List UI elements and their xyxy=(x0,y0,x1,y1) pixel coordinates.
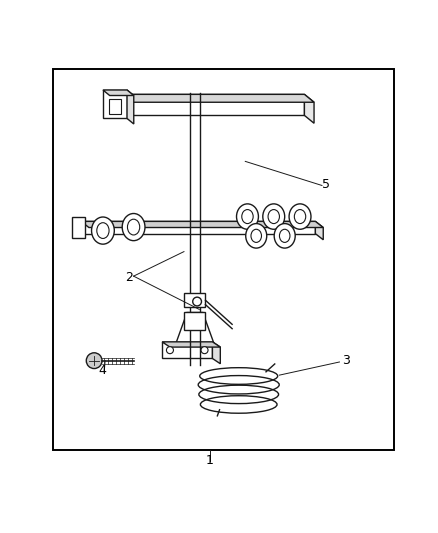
Ellipse shape xyxy=(294,209,306,223)
Text: 5: 5 xyxy=(322,177,330,191)
Ellipse shape xyxy=(242,209,253,223)
Ellipse shape xyxy=(274,223,295,248)
Circle shape xyxy=(201,346,208,354)
Text: 3: 3 xyxy=(342,354,350,367)
Ellipse shape xyxy=(246,223,267,248)
Text: 2: 2 xyxy=(125,271,133,284)
Polygon shape xyxy=(81,221,323,228)
Circle shape xyxy=(86,353,102,368)
Polygon shape xyxy=(112,94,314,102)
Bar xyxy=(53,69,394,450)
Polygon shape xyxy=(103,90,134,95)
Ellipse shape xyxy=(263,204,285,229)
Bar xyxy=(72,216,85,238)
Ellipse shape xyxy=(237,204,258,229)
Circle shape xyxy=(193,297,201,306)
Polygon shape xyxy=(212,342,220,364)
Text: 4: 4 xyxy=(99,364,106,377)
Polygon shape xyxy=(304,94,314,123)
Bar xyxy=(109,99,121,114)
Bar xyxy=(184,312,205,330)
Ellipse shape xyxy=(127,219,140,235)
Ellipse shape xyxy=(268,209,279,223)
Circle shape xyxy=(166,346,173,354)
Polygon shape xyxy=(175,312,215,350)
Polygon shape xyxy=(315,221,323,240)
Ellipse shape xyxy=(122,214,145,241)
Bar xyxy=(162,342,212,359)
Ellipse shape xyxy=(92,217,114,244)
Ellipse shape xyxy=(279,229,290,243)
Bar xyxy=(81,221,315,233)
Bar xyxy=(103,90,127,118)
Bar xyxy=(184,293,205,307)
Polygon shape xyxy=(127,90,134,124)
Ellipse shape xyxy=(251,229,261,243)
Ellipse shape xyxy=(289,204,311,229)
Polygon shape xyxy=(162,342,220,347)
Text: 1: 1 xyxy=(206,455,214,467)
Bar xyxy=(112,94,304,115)
Ellipse shape xyxy=(97,223,109,238)
